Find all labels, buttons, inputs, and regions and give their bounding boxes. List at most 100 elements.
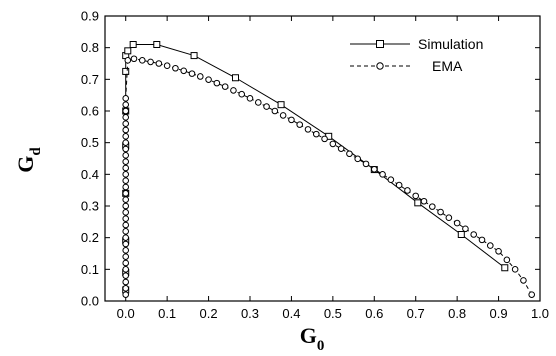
data-point-ema (263, 103, 270, 110)
data-point-ema (122, 95, 130, 102)
y-axis-title: Gd (13, 147, 44, 173)
data-point-ema (221, 83, 229, 90)
data-point-ema (288, 116, 295, 124)
data-point-ema (122, 247, 130, 254)
x-tick-label: 0.1 (158, 306, 176, 321)
data-point-ema (122, 278, 130, 286)
y-tick-label: 0.6 (81, 104, 99, 119)
data-point-simulation (414, 199, 422, 207)
data-point-ema (395, 181, 403, 189)
data-point-ema (196, 73, 204, 80)
data-point-ema (122, 285, 130, 292)
data-point-simulation (277, 101, 285, 109)
y-tick-label: 0.5 (81, 135, 99, 150)
data-point-ema (437, 208, 444, 216)
data-point-ema (122, 272, 130, 279)
data-point-ema (354, 155, 362, 163)
data-point-simulation (501, 264, 509, 272)
data-point-ema (420, 197, 428, 205)
series-line-simulation (125, 44, 506, 290)
data-point-ema (246, 95, 254, 102)
data-point-ema (387, 176, 395, 184)
data-point-ema (329, 140, 337, 148)
data-point-ema (428, 203, 436, 210)
data-point-ema (271, 107, 279, 115)
data-point-ema (470, 231, 478, 238)
data-point-ema (486, 242, 494, 249)
y-tick-label: 0.2 (81, 230, 99, 245)
data-point-ema (122, 164, 130, 172)
y-tick-label: 0.3 (81, 199, 99, 214)
data-point-ema (238, 90, 246, 98)
data-point-ema (122, 114, 130, 121)
x-axis-ticks: 0.0 0.1 0.2 0.3 0.4 0.5 0.6 0.7 0.8 0.9 1.0 (117, 16, 549, 321)
data-point-ema (404, 187, 411, 194)
data-point-ema (122, 171, 130, 178)
data-point-ema (163, 62, 171, 70)
legend: Simulation EMA (350, 36, 483, 74)
data-point-simulation (232, 74, 239, 82)
data-point-ema (337, 145, 345, 152)
x-tick-label: 0.8 (448, 306, 466, 321)
legend-ema-marker (376, 62, 384, 70)
data-point-ema (478, 236, 486, 244)
x-tick-label: 0.9 (490, 306, 508, 321)
data-point-simulation (153, 41, 161, 48)
data-point-ema (279, 112, 287, 119)
x-axis-title-sub: 0 (317, 338, 325, 354)
data-point-ema (155, 60, 163, 67)
x-tick-label: 0.6 (365, 306, 383, 321)
data-point-ema (122, 145, 130, 153)
data-point-ema (312, 130, 320, 138)
data-point-simulation (124, 47, 132, 55)
y-axis-title-main: G (13, 156, 38, 173)
data-point-ema (122, 266, 130, 273)
data-point-ema (138, 57, 146, 64)
x-tick-label: 0.2 (200, 306, 218, 321)
data-point-ema (122, 209, 130, 216)
legend-simulation-marker (376, 40, 384, 48)
data-point-ema (254, 99, 262, 106)
legend-simulation-label: Simulation (418, 36, 483, 52)
data-point-ema (230, 87, 237, 94)
y-axis-title-sub: d (28, 147, 44, 156)
data-point-ema (321, 135, 328, 143)
y-tick-label: 0.4 (81, 167, 99, 182)
data-point-ema (122, 183, 130, 191)
data-point-ema (122, 228, 130, 235)
series-line-ema (125, 58, 533, 295)
x-tick-label: 0.7 (407, 306, 425, 321)
y-tick-label: 0.0 (81, 294, 99, 309)
x-tick-label: 0.0 (117, 306, 135, 321)
data-point-ema (370, 165, 378, 173)
data-point-ema (122, 215, 130, 222)
data-point-ema (122, 259, 130, 267)
data-point-ema (296, 121, 304, 128)
data-point-ema (346, 150, 353, 158)
x-tick-label: 1.0 (531, 306, 549, 321)
data-point-ema (122, 190, 130, 197)
data-point-ema (172, 64, 179, 72)
data-point-ema (122, 202, 130, 210)
data-point-ema (213, 79, 221, 87)
data-point-ema (462, 225, 469, 233)
data-point-ema (122, 101, 130, 108)
data-point-ema (412, 192, 420, 200)
data-point-ema (122, 253, 130, 260)
data-point-ema (188, 70, 196, 77)
plot-frame (104, 15, 541, 302)
series-layer (122, 41, 536, 298)
data-point-ema (528, 291, 536, 298)
data-point-simulation (457, 231, 465, 238)
data-point-ema (362, 160, 370, 168)
data-point-simulation (190, 52, 198, 60)
data-point-ema (130, 55, 138, 63)
y-tick-label: 0.8 (81, 40, 99, 55)
data-point-ema (122, 291, 130, 298)
data-point-ema (304, 126, 312, 133)
data-point-ema (495, 247, 502, 255)
data-point-ema (122, 139, 130, 146)
x-axis-title: G0 (300, 323, 325, 354)
y-tick-label: 0.1 (81, 262, 99, 277)
